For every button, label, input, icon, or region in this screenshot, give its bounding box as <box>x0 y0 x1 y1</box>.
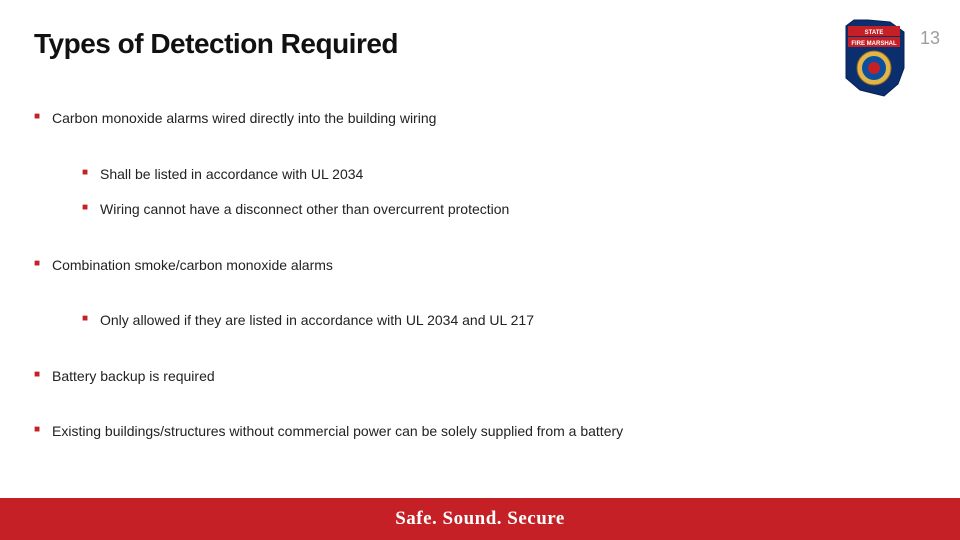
ohio-badge-icon: STATE FIRE MARSHAL <box>840 18 910 100</box>
page-number: 13 <box>920 28 940 49</box>
bullet-item: Wiring cannot have a disconnect other th… <box>82 201 914 219</box>
bullet-text: Combination smoke/carbon monoxide alarms <box>52 257 333 273</box>
bullet-text: Battery backup is required <box>52 368 215 384</box>
bullet-text: Only allowed if they are listed in accor… <box>100 312 534 328</box>
bullet-item: Carbon monoxide alarms wired directly in… <box>34 110 914 128</box>
bullet-item: Only allowed if they are listed in accor… <box>82 312 914 330</box>
slide-title: Types of Detection Required <box>34 28 398 60</box>
svg-text:STATE: STATE <box>865 30 884 36</box>
bullet-list: Carbon monoxide alarms wired directly in… <box>34 110 914 441</box>
bullet-item: Shall be listed in accordance with UL 20… <box>82 166 914 184</box>
footer-bar: Safe. Sound. Secure <box>0 498 960 540</box>
bullet-text: Existing buildings/structures without co… <box>52 423 623 439</box>
bullet-item: Battery backup is required <box>34 368 914 386</box>
fire-marshal-logo: STATE FIRE MARSHAL <box>840 18 910 105</box>
bullet-content: Carbon monoxide alarms wired directly in… <box>34 110 914 441</box>
bullet-item: Existing buildings/structures without co… <box>34 423 914 441</box>
bullet-text: Shall be listed in accordance with UL 20… <box>100 166 363 182</box>
slide: Types of Detection Required 13 STATE FIR… <box>0 0 960 540</box>
svg-text:FIRE MARSHAL: FIRE MARSHAL <box>851 41 897 47</box>
bullet-text: Carbon monoxide alarms wired directly in… <box>52 110 436 126</box>
bullet-text: Wiring cannot have a disconnect other th… <box>100 201 509 217</box>
bullet-item: Combination smoke/carbon monoxide alarms <box>34 257 914 275</box>
footer-tagline: Safe. Sound. Secure <box>395 508 565 530</box>
